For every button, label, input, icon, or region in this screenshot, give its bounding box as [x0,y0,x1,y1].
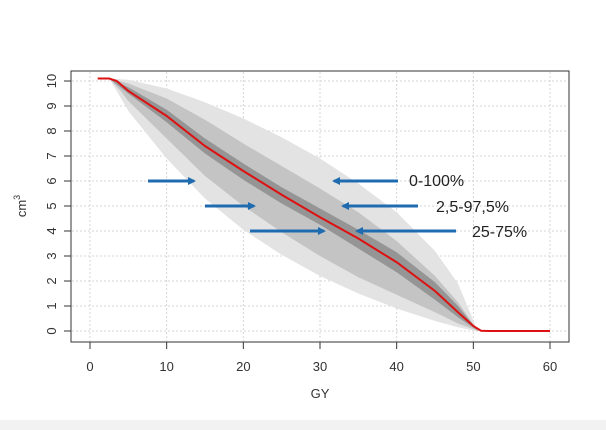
x-tick-label: 40 [389,359,403,374]
x-tick-label: 20 [236,359,250,374]
y-tick-label: 0 [44,327,59,334]
y-tick-label: 8 [44,127,59,134]
y-tick-label: 1 [44,302,59,309]
annotations: 0-100% 2,5-97,5% 25-75% [148,173,527,241]
y-tick-label: 10 [44,74,59,88]
y-tick-label: 5 [44,202,59,209]
y-tick-label: 2 [44,277,59,284]
y-tick-label: 4 [44,227,59,234]
y-tick-label: 9 [44,102,59,109]
x-tick-label: 50 [466,359,480,374]
y-tick-label: 6 [44,177,59,184]
x-tick-label: 10 [159,359,173,374]
y-axis-label-group: cm3 [12,195,29,217]
y-tick-label: 3 [44,252,59,259]
x-tick-label: 0 [86,359,93,374]
annotation-label: 25-75% [472,224,527,241]
y-axis-label-unit: cm [14,200,29,217]
x-tick-label: 60 [543,359,557,374]
median-line-group [97,77,550,332]
y-axis: 0 1 2 3 4 5 6 7 8 9 10 [44,74,71,335]
median-line [97,77,550,332]
y-axis-label: cm3 [12,195,29,217]
percentile-bands [90,78,481,331]
x-axis: 0 10 20 30 40 50 60 [86,342,557,374]
y-tick-label: 7 [44,152,59,159]
footer-strip [0,420,606,430]
y-axis-label-superscript: 3 [12,195,22,200]
x-tick-label: 30 [313,359,327,374]
annotation-label: 0-100% [409,173,464,190]
x-axis-label: GY [311,386,330,401]
annotation-label: 2,5-97,5% [436,199,509,216]
band-25-75% [90,78,481,331]
